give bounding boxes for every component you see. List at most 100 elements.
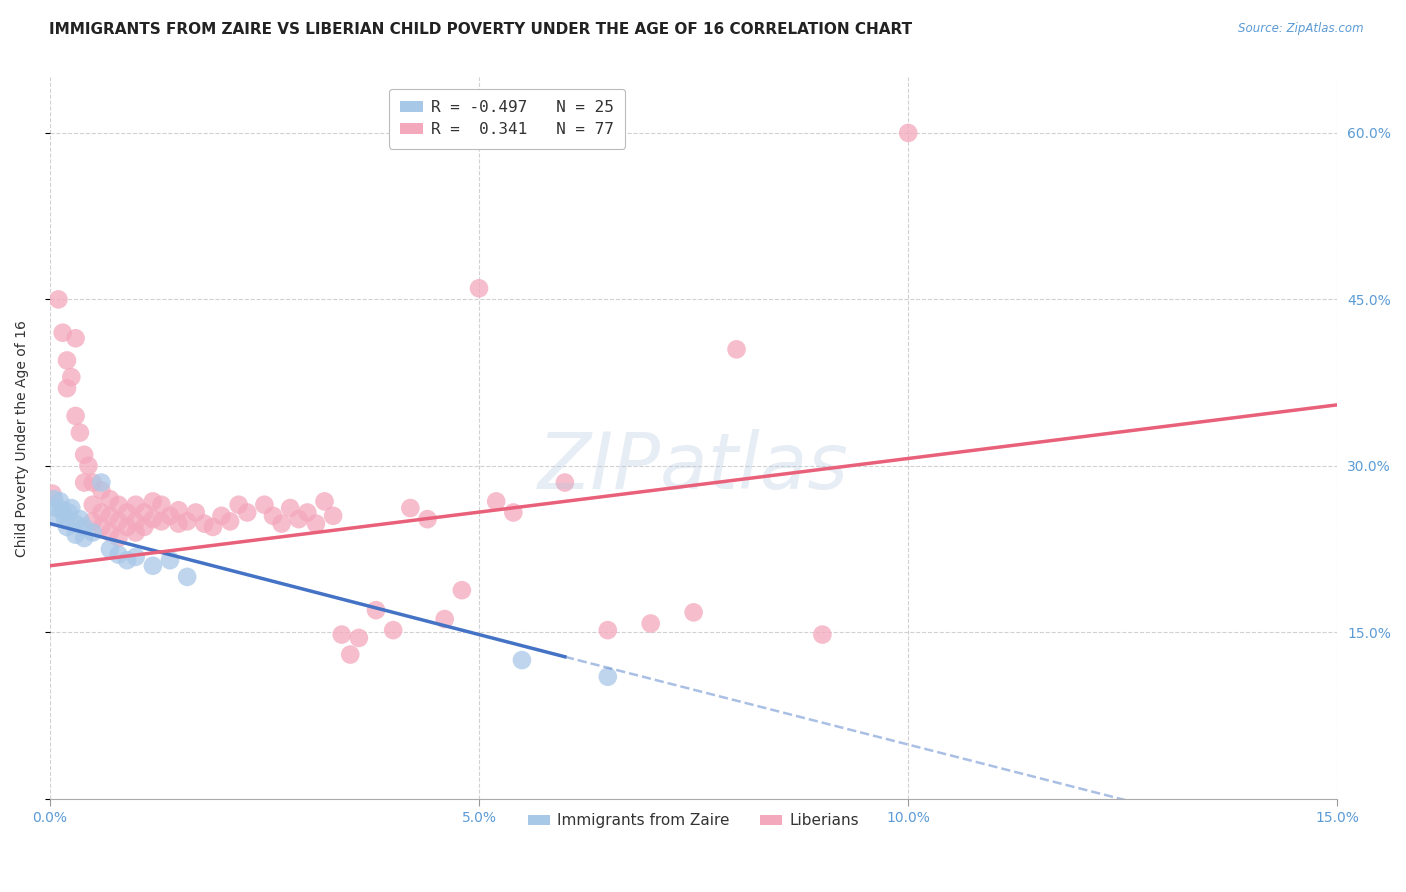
Legend: Immigrants from Zaire, Liberians: Immigrants from Zaire, Liberians	[522, 807, 865, 835]
Point	[65, 516, 87, 531]
Point	[297, 506, 319, 520]
Point	[134, 520, 156, 534]
Point	[416, 512, 439, 526]
Point	[211, 508, 233, 523]
Point	[502, 506, 524, 520]
Point	[305, 516, 328, 531]
Point	[58, 506, 80, 520]
Point	[347, 631, 370, 645]
Point	[159, 508, 181, 523]
Point	[364, 603, 387, 617]
Text: IMMIGRANTS FROM ZAIRE VS LIBERIAN CHILD POVERTY UNDER THE AGE OF 16 CORRELATION : IMMIGRANTS FROM ZAIRE VS LIBERIAN CHILD …	[49, 22, 912, 37]
Point	[82, 525, 104, 540]
Point	[115, 520, 138, 534]
Point	[725, 343, 748, 357]
Point	[69, 512, 91, 526]
Point	[450, 583, 472, 598]
Point	[90, 483, 112, 498]
Point	[596, 623, 619, 637]
Point	[73, 531, 96, 545]
Point	[98, 508, 121, 523]
Point	[142, 494, 165, 508]
Point	[897, 126, 920, 140]
Point	[56, 381, 79, 395]
Point	[73, 520, 96, 534]
Point	[287, 512, 309, 526]
Point	[52, 326, 75, 340]
Y-axis label: Child Poverty Under the Age of 16: Child Poverty Under the Age of 16	[15, 319, 30, 557]
Point	[236, 506, 259, 520]
Point	[124, 549, 146, 564]
Point	[107, 531, 129, 545]
Point	[90, 520, 112, 534]
Point	[142, 512, 165, 526]
Point	[176, 514, 198, 528]
Point	[219, 514, 242, 528]
Point	[65, 409, 87, 423]
Text: Source: ZipAtlas.com: Source: ZipAtlas.com	[1239, 22, 1364, 36]
Point	[56, 353, 79, 368]
Point	[433, 612, 456, 626]
Point	[53, 512, 76, 526]
Point	[142, 558, 165, 573]
Point	[65, 331, 87, 345]
Point	[98, 492, 121, 507]
Point	[339, 648, 361, 662]
Point	[399, 501, 422, 516]
Point	[811, 627, 834, 641]
Point	[124, 525, 146, 540]
Point	[262, 508, 284, 523]
Point	[150, 498, 173, 512]
Point	[253, 498, 276, 512]
Point	[270, 516, 292, 531]
Point	[82, 498, 104, 512]
Point	[184, 506, 207, 520]
Point	[201, 520, 224, 534]
Point	[382, 623, 405, 637]
Point	[554, 475, 576, 490]
Point	[41, 486, 63, 500]
Point	[485, 494, 508, 508]
Point	[48, 293, 70, 307]
Point	[60, 501, 83, 516]
Point	[640, 616, 662, 631]
Point	[468, 281, 491, 295]
Point	[52, 503, 75, 517]
Point	[228, 498, 250, 512]
Point	[42, 492, 65, 507]
Point	[115, 553, 138, 567]
Point	[107, 548, 129, 562]
Point	[98, 525, 121, 540]
Point	[48, 508, 70, 523]
Point	[134, 506, 156, 520]
Point	[510, 653, 533, 667]
Point	[115, 506, 138, 520]
Point	[98, 542, 121, 557]
Point	[82, 514, 104, 528]
Point	[60, 370, 83, 384]
Point	[322, 508, 344, 523]
Point	[69, 425, 91, 440]
Point	[193, 516, 215, 531]
Text: ZIPatlas: ZIPatlas	[538, 429, 849, 505]
Point	[49, 494, 72, 508]
Point	[330, 627, 353, 641]
Point	[107, 498, 129, 512]
Point	[124, 498, 146, 512]
Point	[73, 475, 96, 490]
Point	[73, 448, 96, 462]
Point	[159, 553, 181, 567]
Point	[45, 501, 67, 516]
Point	[77, 458, 100, 473]
Point	[596, 670, 619, 684]
Point	[65, 527, 87, 541]
Point	[90, 506, 112, 520]
Point	[278, 501, 301, 516]
Point	[682, 606, 704, 620]
Point	[176, 570, 198, 584]
Point	[107, 514, 129, 528]
Point	[150, 514, 173, 528]
Point	[167, 503, 190, 517]
Point	[124, 514, 146, 528]
Point	[56, 520, 79, 534]
